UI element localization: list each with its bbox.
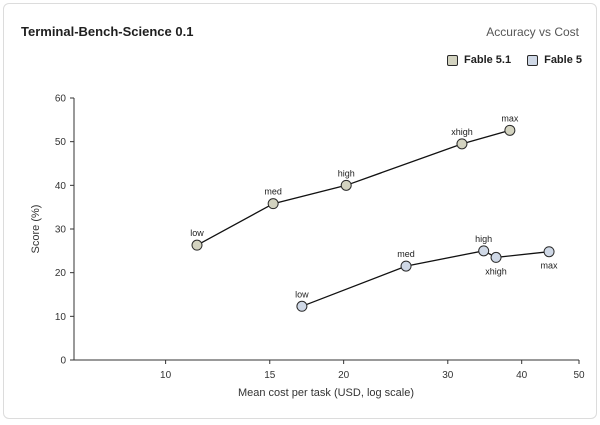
y-tick-label: 50: [55, 137, 67, 148]
point-label: max: [541, 261, 559, 271]
y-axis-label: Score (%): [30, 205, 42, 254]
data-point: [400, 260, 412, 272]
x-ticks: 10 15 20 30 40 50: [160, 360, 585, 381]
legend-item-fable-5-1: Fable 5.1: [447, 54, 511, 66]
data-point: [490, 251, 502, 263]
chart-title: Terminal-Bench-Science 0.1: [21, 24, 194, 39]
data-point: [478, 245, 490, 257]
y-tick-label: 0: [60, 356, 66, 367]
point-label: high: [475, 234, 492, 244]
data-point: [191, 239, 203, 251]
plot-area: 0 10 20 30 40 50 60 10 15 20 30 40 50 low med high xhi…: [30, 94, 585, 400]
point-label: low: [190, 228, 204, 238]
y-tick-label: 40: [55, 181, 67, 192]
x-tick-label: 10: [160, 370, 172, 381]
data-point: [504, 124, 516, 136]
x-tick-label: 40: [516, 370, 528, 381]
legend-swatch-fable-5: [527, 54, 539, 66]
legend: Fable 5.1 Fable 5: [431, 54, 582, 66]
y-tick-label: 60: [55, 94, 67, 105]
data-point: [456, 138, 468, 150]
series-line-1: [301, 250, 550, 307]
point-labels: low med high xhigh max low med high xhigh max: [190, 113, 558, 299]
y-tick-label: 30: [55, 225, 67, 236]
x-tick-label: 20: [338, 370, 350, 381]
y-tick-label: 20: [55, 268, 67, 279]
point-label: xhigh: [485, 266, 507, 276]
legend-label-fable-5: Fable 5: [544, 54, 582, 66]
x-axis-label: Mean cost per task (USD, log scale): [238, 387, 414, 399]
x-tick-label: 50: [573, 370, 585, 381]
point-label: max: [501, 113, 519, 123]
point-label: xhigh: [451, 127, 473, 137]
point-label: med: [397, 249, 415, 259]
y-tick-label: 10: [55, 312, 67, 323]
point-label: high: [338, 168, 355, 178]
x-tick-label: 15: [264, 370, 276, 381]
chart-subtitle: Accuracy vs Cost: [486, 25, 579, 39]
legend-swatch-fable-5-1: [447, 54, 459, 66]
point-label: med: [264, 187, 282, 197]
point-label: low: [295, 289, 309, 299]
data-point: [296, 300, 308, 312]
legend-label-fable-5-1: Fable 5.1: [464, 54, 512, 66]
y-ticks: 0 10 20 30 40 50 60: [55, 94, 74, 367]
x-tick-label: 30: [442, 370, 454, 381]
data-point: [543, 246, 555, 258]
data-point: [340, 179, 352, 191]
series-lines: [196, 129, 550, 307]
data-point: [267, 198, 279, 210]
series-points: [191, 124, 555, 312]
legend-item-fable-5: Fable 5: [527, 54, 582, 66]
chart-card: Terminal-Bench-Science 0.1 Accuracy vs C…: [3, 3, 597, 419]
